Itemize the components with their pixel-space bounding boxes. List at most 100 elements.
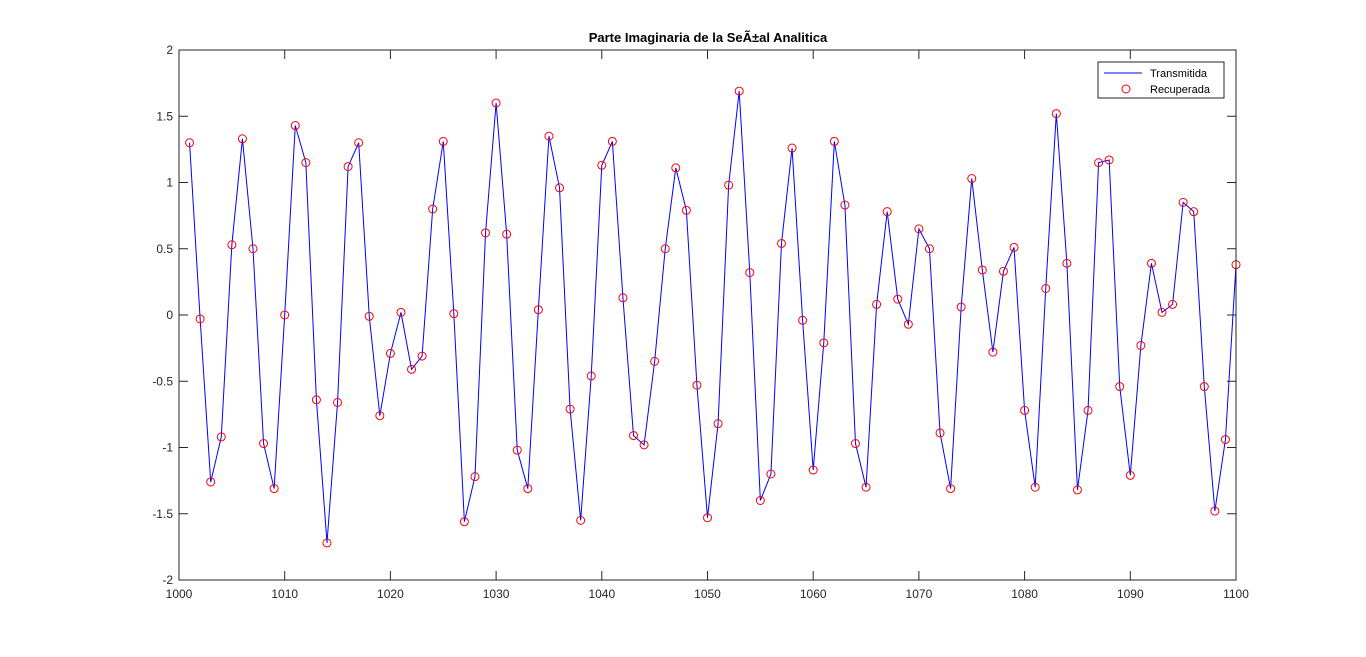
data-point	[1030, 482, 1040, 492]
y-tick-label: -2	[162, 573, 173, 587]
data-point	[502, 229, 512, 239]
data-point	[607, 136, 617, 146]
data-point	[586, 371, 596, 381]
data-point	[956, 302, 966, 312]
x-tick-label: 1070	[906, 587, 933, 601]
legend: Transmitida Recuperada	[1097, 61, 1225, 99]
data-point	[322, 538, 332, 548]
data-point	[766, 469, 776, 479]
data-point	[1136, 340, 1146, 350]
data-point	[724, 180, 734, 190]
data-point	[1094, 158, 1104, 168]
chart-title: Parte Imaginaria de la SeÃ±al Analitica	[589, 30, 828, 45]
data-point	[428, 204, 438, 214]
data-point	[523, 484, 533, 494]
data-point	[491, 98, 501, 108]
data-point	[195, 314, 205, 324]
data-point	[1199, 382, 1209, 392]
data-point	[629, 431, 639, 441]
legend-label-transmitida: Transmitida	[1150, 68, 1208, 80]
data-point	[1020, 405, 1030, 415]
data-point	[311, 395, 321, 405]
data-point	[1178, 197, 1188, 207]
data-point	[459, 517, 469, 527]
y-tick-label: -0.5	[152, 374, 173, 388]
series-line-transmitida	[189, 91, 1236, 543]
data-point	[1083, 405, 1093, 415]
data-point	[533, 305, 543, 315]
data-point	[227, 240, 237, 250]
data-point	[333, 397, 343, 407]
y-tick-label: 1	[166, 176, 173, 190]
data-point	[840, 200, 850, 210]
data-point	[967, 174, 977, 184]
data-point	[280, 310, 290, 320]
data-point	[206, 477, 216, 487]
data-point	[565, 404, 575, 414]
y-tick-label: 2	[166, 43, 173, 57]
data-point	[1115, 382, 1125, 392]
legend-box	[1097, 61, 1225, 99]
data-point	[988, 347, 998, 357]
data-point	[417, 351, 427, 361]
data-point	[798, 315, 808, 325]
x-tick-label: 1030	[483, 587, 510, 601]
data-point	[1062, 258, 1072, 268]
data-point	[1210, 506, 1220, 516]
data-point	[1041, 284, 1051, 293]
data-point	[776, 238, 786, 248]
data-point	[861, 482, 871, 492]
data-point	[576, 515, 586, 525]
data-point	[935, 428, 945, 438]
data-point	[185, 138, 195, 148]
data-point	[713, 419, 723, 429]
data-point	[1168, 299, 1178, 309]
y-tick-label: -1.5	[152, 507, 173, 521]
data-point	[396, 307, 406, 317]
data-point	[1104, 155, 1114, 165]
legend-marker-swatch	[1121, 84, 1131, 94]
data-point	[787, 143, 797, 153]
data-point	[354, 138, 364, 148]
data-point	[343, 162, 353, 172]
x-tick-label: 1050	[694, 587, 721, 601]
y-tick-label: 1.5	[156, 109, 173, 123]
data-point	[216, 432, 226, 442]
data-point	[914, 224, 924, 234]
data-point	[1189, 207, 1199, 217]
data-point	[438, 136, 448, 146]
data-point	[808, 465, 818, 475]
data-point	[893, 294, 903, 304]
data-point	[375, 411, 385, 421]
x-tick-label: 1060	[800, 587, 827, 601]
x-tick-label: 1090	[1117, 587, 1144, 601]
data-point	[734, 86, 744, 96]
axes: 1000 1010 1020 1030 1040 1050 1060 1070 1080 1090…	[152, 43, 1249, 601]
data-point	[555, 183, 565, 193]
x-tick-label: 1000	[166, 587, 193, 601]
data-point	[755, 496, 765, 505]
data-point	[407, 364, 417, 374]
data-point	[290, 121, 300, 131]
data-point	[1146, 258, 1156, 268]
data-point	[1157, 307, 1167, 317]
data-point	[618, 293, 628, 303]
data-point	[259, 439, 269, 449]
data-point	[745, 268, 755, 278]
y-tick-label: 0	[166, 308, 173, 322]
x-tick-label: 1040	[588, 587, 615, 601]
data-point	[819, 338, 829, 348]
data-point	[681, 205, 691, 215]
data-point	[1051, 109, 1061, 119]
data-point	[924, 244, 934, 254]
data-point	[703, 513, 712, 523]
data-point	[544, 131, 554, 141]
data-point	[512, 445, 522, 455]
data-point	[872, 299, 882, 309]
data-point	[850, 439, 860, 449]
data-point	[237, 134, 247, 144]
data-point	[650, 356, 660, 366]
data-point	[385, 348, 395, 358]
